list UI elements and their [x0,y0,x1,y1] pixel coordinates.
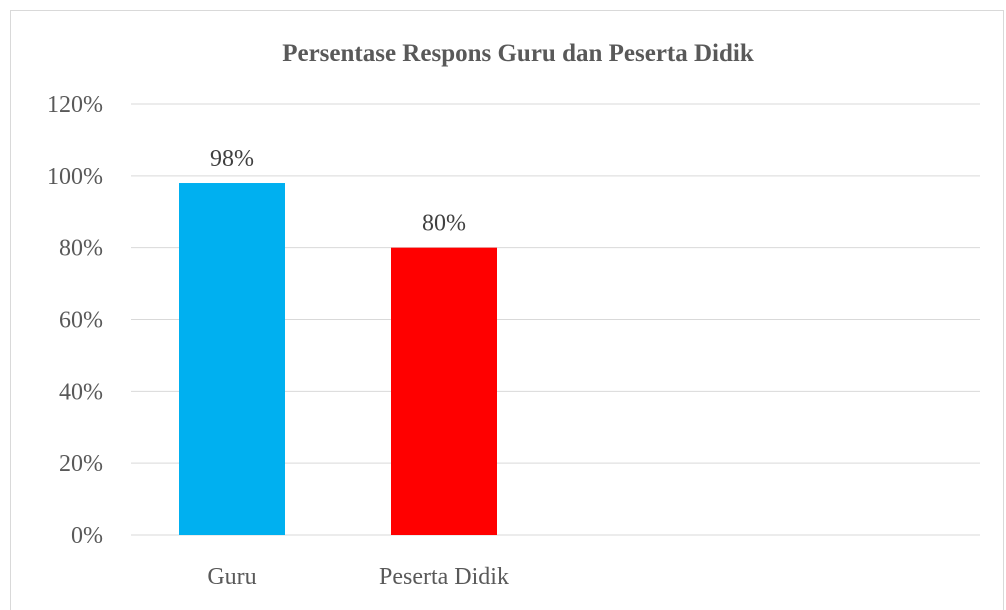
x-category-label: Guru [207,564,256,590]
bar-peserta-didik [391,247,497,535]
x-category-label: Peserta Didik [379,564,509,590]
y-tick-label: 40% [59,379,103,405]
data-label: 80% [422,211,466,237]
y-tick-label: 80% [59,236,103,262]
chart-frame [10,10,1004,610]
y-tick-label: 0% [71,523,103,549]
bar-guru [179,183,285,535]
y-tick-label: 120% [47,92,103,118]
data-labels: 98% 80% [210,146,466,237]
y-tick-label: 20% [59,451,103,477]
y-tick-label: 60% [59,308,103,334]
x-axis-categories: Guru Peserta Didik [207,564,509,590]
y-axis-ticks: 0% 20% 40% 60% 80% 100% 120% [47,92,103,549]
data-label: 98% [210,146,254,172]
chart-title: Persentase Respons Guru dan Peserta Didi… [282,40,754,67]
bars [179,183,497,535]
y-tick-label: 100% [47,164,103,190]
